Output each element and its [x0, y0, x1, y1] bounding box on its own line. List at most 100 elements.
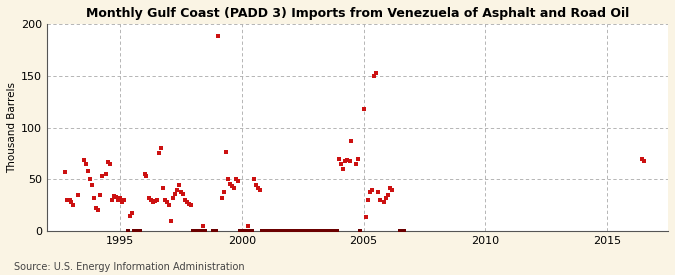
Point: [88, 196, 99, 200]
Point: [123, 229, 134, 233]
Point: [383, 193, 394, 197]
Point: [254, 188, 265, 192]
Point: [269, 229, 279, 233]
Point: [66, 200, 77, 204]
Point: [302, 229, 313, 233]
Point: [135, 229, 146, 233]
Point: [220, 150, 231, 155]
Point: [238, 229, 249, 233]
Point: [129, 229, 140, 233]
Point: [284, 229, 294, 233]
Point: [242, 224, 253, 228]
Point: [352, 156, 363, 161]
Point: [293, 229, 304, 233]
Point: [234, 229, 245, 233]
Point: [194, 229, 205, 233]
Point: [97, 174, 107, 178]
Point: [226, 183, 237, 188]
Point: [399, 229, 410, 233]
Point: [178, 192, 188, 196]
Point: [218, 189, 229, 194]
Point: [151, 198, 162, 202]
Point: [224, 181, 235, 186]
Point: [184, 202, 194, 207]
Point: [78, 158, 89, 162]
Point: [80, 162, 91, 166]
Point: [296, 229, 306, 233]
Point: [167, 196, 178, 200]
Point: [639, 158, 649, 163]
Point: [381, 196, 392, 200]
Point: [192, 229, 202, 233]
Point: [259, 229, 270, 233]
Point: [198, 224, 209, 228]
Point: [131, 229, 142, 233]
Point: [145, 198, 156, 202]
Point: [117, 200, 128, 204]
Point: [180, 198, 190, 202]
Point: [230, 177, 241, 182]
Point: [354, 229, 365, 233]
Point: [340, 158, 351, 163]
Point: [232, 179, 243, 184]
Point: [360, 214, 371, 219]
Point: [247, 229, 258, 233]
Point: [241, 229, 252, 233]
Point: [273, 229, 284, 233]
Point: [256, 229, 267, 233]
Point: [127, 210, 138, 215]
Point: [171, 188, 182, 192]
Point: [115, 196, 126, 200]
Point: [385, 185, 396, 190]
Point: [248, 177, 259, 182]
Point: [190, 229, 200, 233]
Point: [324, 229, 335, 233]
Point: [371, 70, 381, 75]
Point: [362, 198, 373, 202]
Point: [165, 219, 176, 223]
Point: [277, 229, 288, 233]
Point: [236, 229, 247, 233]
Point: [253, 185, 264, 190]
Point: [279, 229, 290, 233]
Point: [169, 192, 180, 196]
Point: [310, 229, 321, 233]
Point: [82, 169, 93, 173]
Point: [182, 200, 192, 204]
Point: [637, 156, 647, 161]
Point: [369, 73, 379, 78]
Point: [290, 229, 300, 233]
Point: [212, 34, 223, 39]
Point: [298, 229, 308, 233]
Point: [64, 198, 75, 202]
Point: [334, 156, 345, 161]
Point: [159, 198, 170, 202]
Point: [271, 229, 282, 233]
Point: [338, 167, 349, 171]
Point: [109, 194, 119, 198]
Point: [287, 229, 298, 233]
Point: [379, 200, 389, 204]
Point: [286, 229, 296, 233]
Point: [322, 229, 333, 233]
Point: [188, 229, 198, 233]
Point: [364, 189, 375, 194]
Point: [342, 158, 353, 162]
Point: [375, 198, 385, 202]
Point: [62, 198, 73, 202]
Point: [314, 229, 325, 233]
Point: [90, 206, 101, 211]
Point: [141, 174, 152, 178]
Point: [344, 158, 355, 163]
Point: [267, 229, 277, 233]
Point: [95, 193, 105, 197]
Point: [318, 229, 329, 233]
Point: [308, 229, 319, 233]
Point: [216, 196, 227, 200]
Title: Monthly Gulf Coast (PADD 3) Imports from Venezuela of Asphalt and Road Oil: Monthly Gulf Coast (PADD 3) Imports from…: [86, 7, 629, 20]
Point: [173, 182, 184, 187]
Point: [336, 162, 347, 166]
Point: [261, 229, 271, 233]
Point: [155, 146, 166, 150]
Point: [92, 208, 103, 213]
